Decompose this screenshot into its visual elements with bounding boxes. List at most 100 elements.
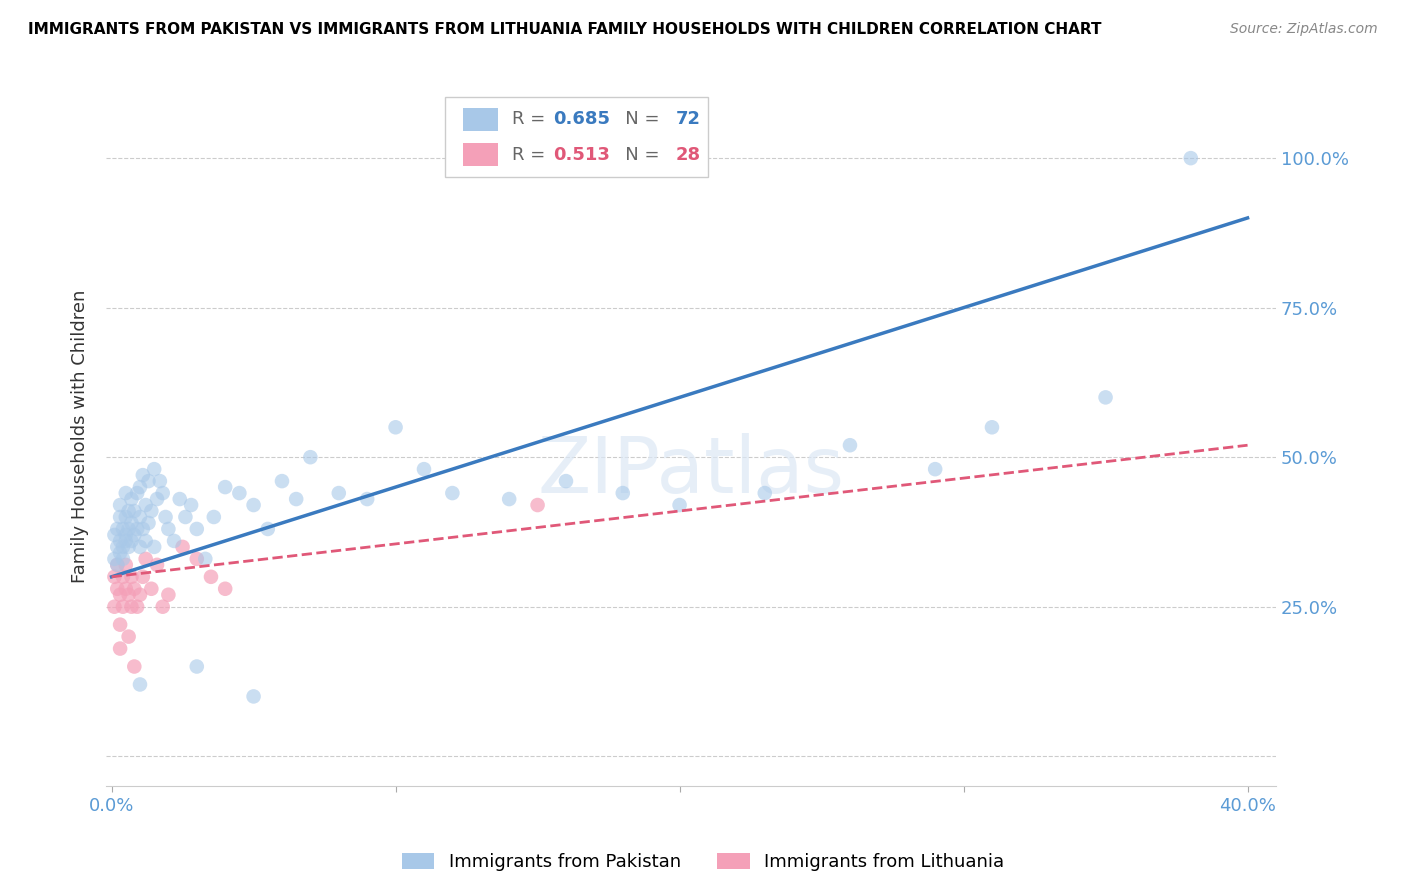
Point: [200, 570, 222, 584]
Point: [157, 588, 180, 602]
Point: [103, 528, 125, 542]
Point: [108, 617, 131, 632]
Point: [285, 491, 308, 506]
Point: [186, 659, 208, 673]
Point: [228, 486, 250, 500]
Point: [157, 522, 180, 536]
Point: [839, 438, 862, 452]
Point: [135, 533, 157, 548]
Point: [1094, 390, 1116, 404]
Point: [555, 474, 578, 488]
Point: [135, 498, 157, 512]
Point: [143, 462, 166, 476]
Point: [114, 533, 136, 548]
Text: R =: R =: [512, 145, 551, 164]
Point: [924, 462, 946, 476]
Point: [127, 486, 149, 500]
Text: N =: N =: [607, 111, 665, 128]
Point: [114, 486, 136, 500]
Point: [124, 659, 146, 673]
Point: [135, 552, 157, 566]
Point: [108, 546, 131, 560]
Point: [111, 540, 134, 554]
Point: [172, 540, 194, 554]
Point: [413, 462, 436, 476]
Point: [526, 498, 548, 512]
FancyBboxPatch shape: [446, 97, 709, 178]
Point: [612, 486, 634, 500]
Point: [981, 420, 1004, 434]
Point: [111, 570, 134, 584]
Point: [103, 552, 125, 566]
Point: [152, 486, 174, 500]
Point: [242, 498, 264, 512]
Point: [180, 498, 202, 512]
Point: [214, 480, 236, 494]
Point: [132, 468, 155, 483]
Point: [163, 533, 186, 548]
Y-axis label: Family Households with Children: Family Households with Children: [72, 290, 89, 583]
Point: [103, 570, 125, 584]
Point: [256, 522, 278, 536]
Point: [111, 522, 134, 536]
Point: [132, 570, 155, 584]
Point: [138, 474, 160, 488]
Point: [129, 588, 152, 602]
Point: [328, 486, 350, 500]
Point: [117, 522, 139, 536]
Point: [105, 582, 128, 596]
Point: [124, 528, 146, 542]
Point: [121, 516, 143, 530]
Point: [114, 582, 136, 596]
Point: [117, 630, 139, 644]
Point: [114, 558, 136, 572]
Point: [242, 690, 264, 704]
Point: [129, 510, 152, 524]
Point: [105, 540, 128, 554]
Point: [111, 599, 134, 614]
Point: [174, 510, 197, 524]
Point: [143, 540, 166, 554]
Point: [105, 558, 128, 572]
Point: [105, 522, 128, 536]
Point: [127, 599, 149, 614]
Point: [117, 504, 139, 518]
Bar: [463, 108, 498, 131]
Point: [127, 522, 149, 536]
Point: [121, 533, 143, 548]
Point: [202, 510, 225, 524]
Point: [114, 510, 136, 524]
Text: 0.513: 0.513: [553, 145, 610, 164]
Point: [186, 522, 208, 536]
Legend: Immigrants from Pakistan, Immigrants from Lithuania: Immigrants from Pakistan, Immigrants fro…: [395, 846, 1011, 879]
Point: [108, 533, 131, 548]
Point: [194, 552, 217, 566]
Point: [117, 540, 139, 554]
Point: [754, 486, 776, 500]
Point: [121, 491, 143, 506]
Point: [108, 588, 131, 602]
Point: [1180, 151, 1202, 165]
Point: [124, 582, 146, 596]
Point: [141, 504, 163, 518]
Point: [149, 474, 172, 488]
Point: [186, 552, 208, 566]
Text: R =: R =: [512, 111, 551, 128]
Point: [111, 552, 134, 566]
Point: [121, 599, 143, 614]
Point: [152, 599, 174, 614]
Point: [117, 588, 139, 602]
Point: [138, 516, 160, 530]
Point: [129, 540, 152, 554]
Text: 0.685: 0.685: [553, 111, 610, 128]
Point: [124, 504, 146, 518]
Point: [103, 599, 125, 614]
Bar: [463, 143, 498, 167]
Point: [441, 486, 464, 500]
Point: [668, 498, 690, 512]
Point: [132, 522, 155, 536]
Text: 28: 28: [676, 145, 700, 164]
Point: [146, 491, 169, 506]
Point: [105, 558, 128, 572]
Point: [121, 570, 143, 584]
